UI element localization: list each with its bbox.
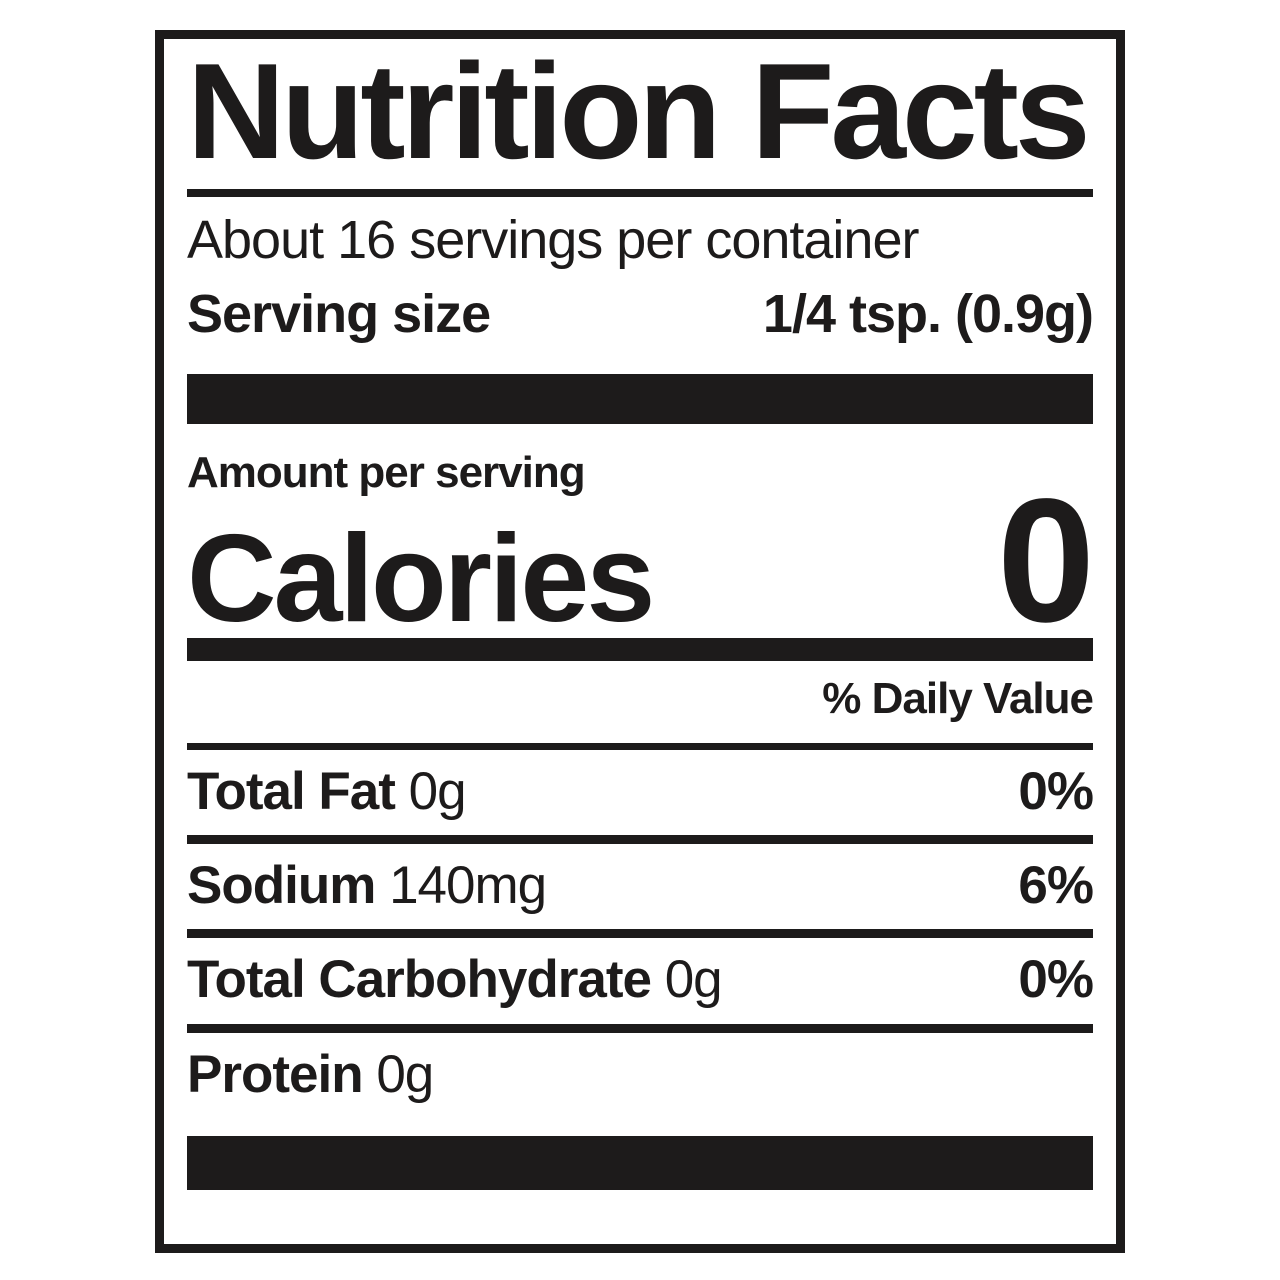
calories-row: Calories 0: [187, 473, 1095, 649]
nutrient-text: Sodium 140mg: [187, 856, 547, 916]
bottom-bar: [187, 1136, 1093, 1190]
nutrient-daily-value: 0%: [1018, 761, 1094, 821]
row-divider: [187, 835, 1093, 845]
nutrient-text: Total Fat 0g: [187, 761, 467, 821]
nutrient-daily-value: 6%: [1018, 856, 1094, 916]
nutrient-amount: 0g: [376, 1044, 434, 1104]
calories-value: 0: [997, 462, 1095, 659]
label-title: Nutrition Facts: [187, 35, 1091, 187]
nutrient-row-sodium: Sodium 140mg 6%: [187, 844, 1094, 929]
nutrition-facts-label: Nutrition Facts About 16 servings per co…: [155, 30, 1125, 1253]
daily-value-header: % Daily Value: [822, 673, 1094, 723]
nutrient-daily-value: 0%: [1018, 950, 1094, 1010]
nutrient-name: Total Carbohydrate: [187, 950, 652, 1010]
daily-value-divider: [187, 742, 1093, 750]
nutrient-row-total-carbohydrate: Total Carbohydrate 0g 0%: [187, 938, 1094, 1023]
servings-per-container: About 16 servings per container: [187, 210, 919, 270]
row-divider: [187, 929, 1093, 939]
serving-size-label: Serving size: [187, 284, 491, 345]
section-separator-bar: [187, 373, 1093, 424]
nutrient-text: Protein 0g: [187, 1044, 434, 1104]
nutrient-row-total-fat: Total Fat 0g 0%: [187, 750, 1094, 835]
serving-size-row: Serving size 1/4 tsp. (0.9g): [187, 284, 1094, 345]
nutrient-amount: 140mg: [389, 856, 547, 916]
nutrient-row-protein: Protein 0g: [187, 1033, 1093, 1118]
nutrient-text: Total Carbohydrate 0g: [187, 950, 723, 1010]
nutrient-amount: 0g: [408, 761, 467, 821]
calories-divider: [187, 637, 1093, 661]
nutrient-name: Total Fat: [187, 761, 396, 821]
amount-per-serving-label: Amount per serving: [187, 447, 586, 497]
nutrient-amount: 0g: [664, 950, 723, 1010]
serving-size-value: 1/4 tsp. (0.9g): [762, 284, 1094, 345]
calories-label: Calories: [187, 509, 655, 648]
nutrient-name: Sodium: [187, 856, 376, 916]
title-divider: [187, 189, 1093, 197]
row-divider: [187, 1023, 1093, 1033]
nutrient-name: Protein: [187, 1044, 364, 1104]
